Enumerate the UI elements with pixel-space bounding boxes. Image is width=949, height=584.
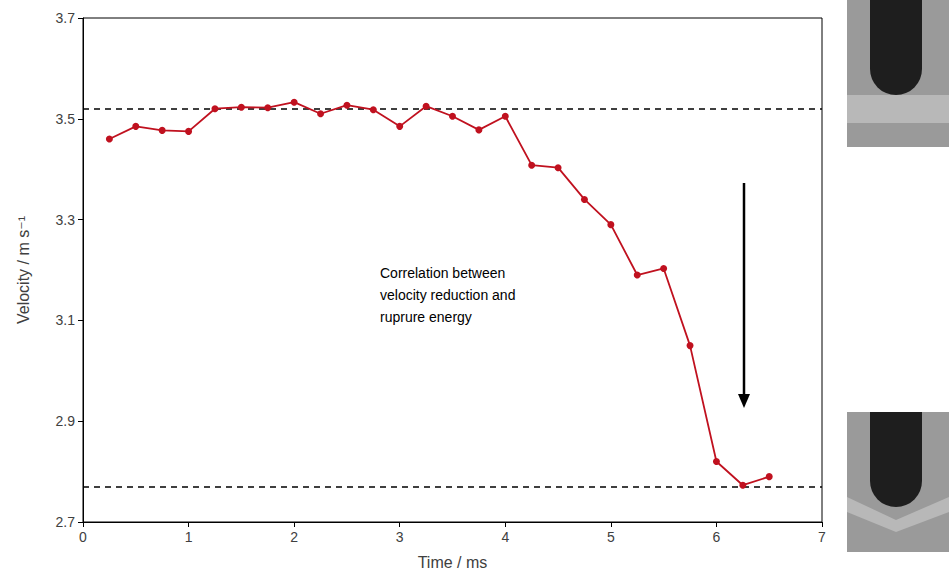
svg-text:1: 1	[185, 529, 193, 545]
svg-text:7: 7	[818, 529, 826, 545]
svg-text:3.5: 3.5	[56, 111, 76, 127]
svg-text:2.7: 2.7	[56, 514, 76, 530]
svg-text:3.1: 3.1	[56, 312, 76, 328]
svg-text:2.9: 2.9	[56, 413, 76, 429]
svg-text:ruprure energy: ruprure energy	[380, 309, 472, 325]
svg-text:0: 0	[79, 529, 87, 545]
svg-text:3: 3	[396, 529, 404, 545]
svg-text:Velocity / m s⁻¹: Velocity / m s⁻¹	[15, 216, 32, 324]
svg-text:velocity reduction and: velocity reduction and	[380, 287, 519, 303]
svg-text:6: 6	[713, 529, 721, 545]
svg-text:3.7: 3.7	[56, 10, 76, 26]
svg-text:3.3: 3.3	[56, 212, 76, 228]
svg-text:5: 5	[607, 529, 615, 545]
svg-text:Time / ms: Time / ms	[418, 554, 488, 571]
svg-text:Correlation between: Correlation between	[380, 265, 509, 281]
svg-text:4: 4	[501, 529, 509, 545]
svg-text:2: 2	[290, 529, 298, 545]
